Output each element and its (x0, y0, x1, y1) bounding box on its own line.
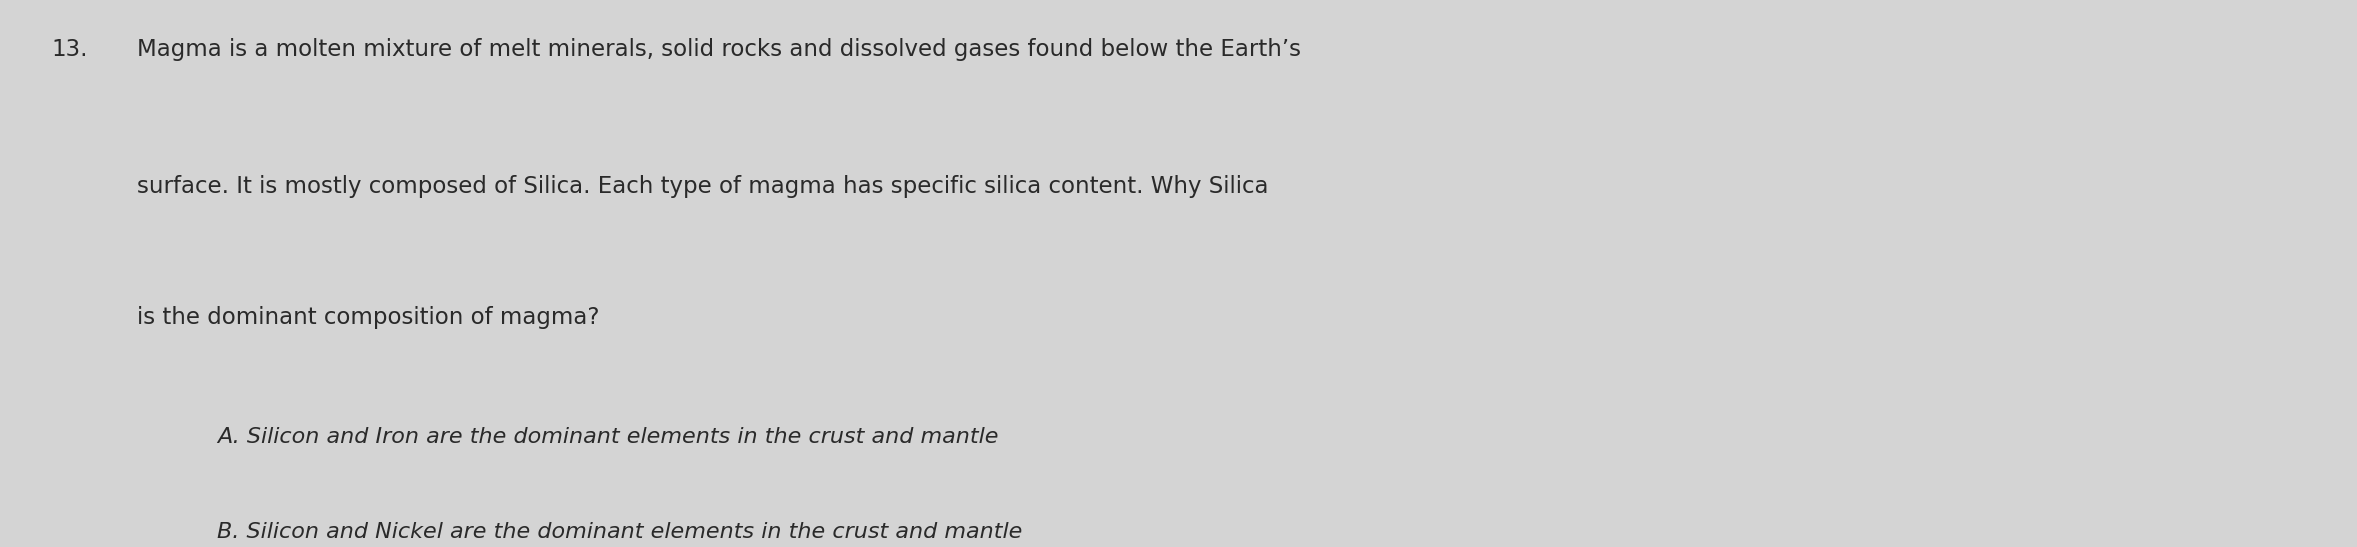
Text: is the dominant composition of magma?: is the dominant composition of magma? (137, 306, 599, 329)
Text: B. Silicon and Nickel are the dominant elements in the crust and mantle: B. Silicon and Nickel are the dominant e… (217, 522, 1023, 543)
Text: surface. It is mostly composed of Silica. Each type of magma has specific silica: surface. It is mostly composed of Silica… (137, 175, 1268, 198)
Text: 13.: 13. (52, 38, 87, 61)
Text: A. Silicon and Iron are the dominant elements in the crust and mantle: A. Silicon and Iron are the dominant ele… (217, 427, 999, 447)
Text: Magma is a molten mixture of melt minerals, solid rocks and dissolved gases foun: Magma is a molten mixture of melt minera… (137, 38, 1301, 61)
